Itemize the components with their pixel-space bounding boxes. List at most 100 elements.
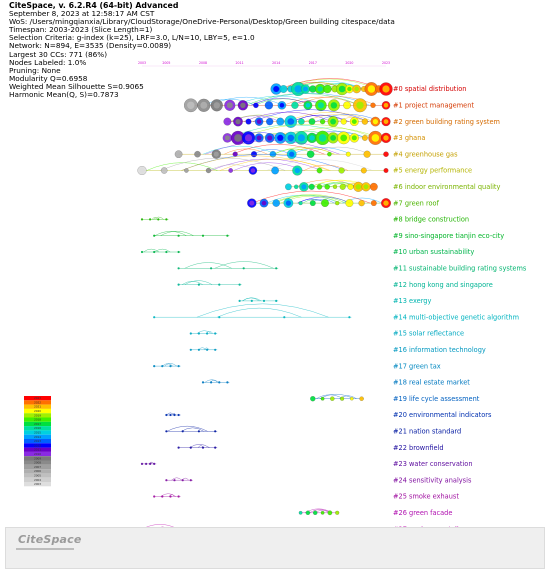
- cluster-lane[interactable]: #10 urban sustainability: [140, 248, 474, 256]
- cluster-node[interactable]: [343, 101, 351, 110]
- cluster-node[interactable]: [214, 430, 217, 433]
- cluster-node[interactable]: [320, 510, 325, 515]
- cluster-lane[interactable]: #25 smoke exhaust: [153, 493, 459, 501]
- cluster-node[interactable]: [165, 413, 168, 417]
- cluster-node[interactable]: [157, 218, 160, 221]
- cluster-label[interactable]: #15 solar reflectance: [393, 330, 464, 338]
- cluster-label[interactable]: #23 water conservation: [393, 460, 473, 468]
- cluster-node[interactable]: [348, 316, 351, 319]
- cluster-node[interactable]: [161, 495, 164, 498]
- cluster-node[interactable]: [140, 250, 144, 254]
- cluster-node[interactable]: [205, 167, 212, 174]
- cluster-node[interactable]: [226, 234, 229, 237]
- cluster-label[interactable]: #9 sino-singapore tianjin eco-city: [393, 232, 504, 240]
- cluster-node[interactable]: [206, 348, 209, 351]
- cluster-node[interactable]: [214, 348, 217, 351]
- cluster-label[interactable]: #2 green building rating system: [393, 118, 500, 126]
- cluster-lane[interactable]: #3 ghana: [222, 124, 426, 145]
- cluster-node[interactable]: [347, 183, 354, 190]
- cluster-lane[interactable]: #12 hong kong and singapore: [177, 280, 493, 289]
- cluster-lane[interactable]: #4 greenhouse gas: [174, 140, 458, 159]
- cluster-node[interactable]: [327, 151, 332, 157]
- cluster-node[interactable]: [165, 250, 168, 254]
- cluster-lane[interactable]: #16 information technology: [189, 346, 486, 354]
- cluster-node[interactable]: [169, 413, 172, 417]
- cluster-node[interactable]: [149, 218, 152, 221]
- cluster-node[interactable]: [242, 267, 245, 270]
- cluster-node[interactable]: [197, 348, 200, 351]
- cluster-node[interactable]: [210, 267, 213, 270]
- cluster-node[interactable]: [358, 200, 365, 207]
- cluster-lane[interactable]: #7 green roof: [247, 190, 440, 209]
- cluster-node[interactable]: [201, 446, 205, 449]
- cluster-node[interactable]: [177, 234, 180, 237]
- cluster-label[interactable]: #0 spatial distribution: [393, 85, 466, 93]
- cluster-node[interactable]: [223, 117, 232, 126]
- cluster-node[interactable]: [275, 267, 278, 270]
- cluster-lane[interactable]: #0 spatial distribution: [270, 78, 467, 96]
- cluster-node[interactable]: [173, 479, 176, 482]
- cluster-node[interactable]: [298, 118, 305, 125]
- cluster-label[interactable]: #3 ghana: [393, 134, 425, 142]
- cluster-lane[interactable]: #22 brownfield: [177, 444, 444, 452]
- cluster-node[interactable]: [363, 150, 371, 158]
- cluster-node[interactable]: [272, 199, 280, 207]
- cluster-label[interactable]: #8 bridge construction: [393, 216, 469, 224]
- cluster-node[interactable]: [189, 348, 192, 351]
- cluster-node[interactable]: [181, 430, 184, 433]
- cluster-lane[interactable]: #24 sensitivity analysis: [165, 476, 472, 484]
- cluster-label[interactable]: #6 indoor environmental quality: [393, 183, 501, 191]
- cluster-node[interactable]: [320, 118, 326, 125]
- cluster-lane[interactable]: #15 solar reflectance: [189, 330, 464, 338]
- cluster-node[interactable]: [253, 102, 259, 109]
- cluster-label[interactable]: #13 exergy: [393, 297, 431, 305]
- cluster-node[interactable]: [189, 446, 192, 449]
- cluster-node[interactable]: [177, 446, 180, 449]
- cluster-lane[interactable]: #8 bridge construction: [140, 216, 469, 224]
- cluster-node[interactable]: [201, 234, 205, 237]
- cluster-node[interactable]: [345, 199, 354, 208]
- cluster-node[interactable]: [383, 151, 389, 157]
- cluster-lane[interactable]: #11 sustainable building rating systems: [177, 261, 527, 273]
- cluster-label[interactable]: #18 real estate market: [393, 379, 470, 387]
- cluster-node[interactable]: [345, 151, 351, 157]
- cluster-node[interactable]: [153, 462, 156, 465]
- cluster-label[interactable]: #25 smoke exhaust: [393, 493, 459, 501]
- cluster-node[interactable]: [310, 396, 316, 402]
- cluster-node[interactable]: [214, 332, 217, 335]
- cluster-node[interactable]: [153, 316, 156, 319]
- cluster-node[interactable]: [309, 200, 316, 207]
- cluster-node[interactable]: [370, 200, 377, 207]
- cluster-label[interactable]: #11 sustainable building rating systems: [393, 265, 527, 273]
- cluster-node[interactable]: [238, 299, 241, 302]
- cluster-node[interactable]: [332, 184, 338, 189]
- cluster-node[interactable]: [189, 479, 192, 482]
- cluster-node[interactable]: [308, 183, 315, 190]
- cluster-node[interactable]: [245, 118, 252, 125]
- cluster-lane[interactable]: #5 energy performance: [137, 154, 473, 176]
- cluster-node[interactable]: [262, 299, 266, 302]
- cluster-label[interactable]: #22 brownfield: [393, 444, 444, 452]
- cluster-lane[interactable]: #13 exergy: [238, 297, 432, 305]
- cluster-node[interactable]: [197, 332, 200, 335]
- cluster-lane[interactable]: #21 nation standard: [165, 425, 461, 436]
- cluster-node[interactable]: [276, 117, 285, 126]
- cluster-node[interactable]: [218, 381, 221, 384]
- cluster-node[interactable]: [153, 234, 156, 237]
- cluster-node[interactable]: [279, 85, 288, 93]
- cluster-node[interactable]: [266, 117, 274, 126]
- cluster-node[interactable]: [238, 283, 241, 286]
- cluster-node[interactable]: [250, 299, 253, 302]
- cluster-node[interactable]: [210, 381, 213, 384]
- cluster-label[interactable]: #4 greenhouse gas: [393, 150, 458, 158]
- cluster-node[interactable]: [305, 510, 311, 515]
- cluster-node[interactable]: [360, 167, 367, 174]
- cluster-node[interactable]: [370, 102, 376, 108]
- cluster-node[interactable]: [145, 462, 148, 465]
- cluster-node[interactable]: [153, 250, 156, 254]
- cluster-node[interactable]: [214, 446, 217, 449]
- cluster-node[interactable]: [197, 430, 200, 433]
- cluster-lane[interactable]: #23 water conservation: [140, 460, 473, 468]
- cluster-node[interactable]: [189, 332, 192, 335]
